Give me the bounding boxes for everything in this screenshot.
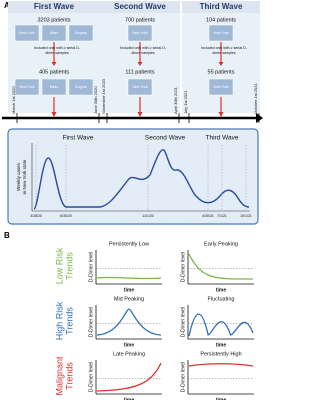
site-map [127,78,153,96]
patients-after: 111 patients [125,69,154,75]
site-name: New York [132,31,147,35]
x-axis-label: time [124,287,135,293]
date-label: July 1st 2021 [183,90,188,114]
wave-label: Third Wave [206,135,239,142]
group-label: Trends [64,252,74,280]
cases-box [7,128,259,225]
x-tick-label: 11/1/20 [142,214,153,218]
x-tick-label: 3/28/20 [30,214,42,218]
group-label: Low Risk [54,247,64,284]
arrow-head [137,112,143,117]
wave-title: Third Wave [200,2,243,11]
y-axis-label: in New York state [22,159,27,194]
wave-header [182,1,260,13]
arrow-head [137,62,143,66]
wave-label: First Wave [63,135,94,142]
x-tick-label: 4/30/21 [202,214,214,218]
panel-label: B [4,231,10,240]
inclusion-note: dimer samples [212,51,236,55]
arrow-head [51,62,57,66]
plot-title: Persistently Low [109,241,149,247]
date-label: November 1st 2020 [101,78,106,114]
wave-header [100,1,180,13]
trend-curve [96,362,162,392]
site-name: Bogota [75,31,86,35]
cases-curve [33,149,250,210]
trend-curve [96,276,162,280]
inclusion-note: Included only with ≥ serial D- [34,46,81,50]
wave-label: Second Wave [145,135,186,142]
site-map [14,78,40,96]
y-axis-label: D-Dimer level [180,252,186,282]
trend-curve [188,253,254,280]
patients-before: 104 patients [206,17,236,23]
site-map [208,24,234,42]
inclusion-note: Included only with ≥ serial D- [120,46,167,50]
patients-after: 55 patients [208,69,235,75]
patients-before: 700 patients [125,17,155,23]
arrow-head [218,112,224,117]
site-name: Bogota [75,85,86,89]
trend-curve [188,363,254,367]
plot-title: Early Peaking [204,241,238,247]
plot-title: Fluctuating [208,296,235,302]
y-axis-label: D-Dimer level [88,252,94,282]
site-name: Milan [50,85,59,89]
panel-label: A [4,1,10,10]
y-axis-label: Weekly cases [16,162,21,190]
date-label: March 1st 2020 [11,86,16,114]
figure: A B First Wave 3203 patients New York Milan… [2,1,263,400]
x-axis-label: time [216,287,227,293]
site-map [68,24,94,42]
date-label: October 1st 2021 [253,83,258,114]
x-tick-label: 6/30/20 [60,214,72,218]
site-name: New York [213,85,228,89]
group-label: Trends [64,307,74,335]
wave-title: First Wave [34,2,75,11]
trend-curve [188,313,254,337]
x-axis-label: time [124,342,135,348]
site-name: New York [132,85,147,89]
y-axis-label: D-Dimer level [88,362,94,392]
site-name: New York [19,31,34,35]
patients-before: 3203 patients [37,17,70,23]
inclusion-note: Included only with ≥ serial D- [201,46,248,50]
wave-header [8,1,100,13]
group-label: Trends [64,362,74,390]
plot-title: Persistently High [200,351,241,357]
y-axis-label: D-Dimer level [180,362,186,392]
x-axis-label: time [124,397,135,400]
date-label: April 30th 2021 [173,86,178,114]
x-axis-label: time [216,397,227,400]
arrow-head [218,62,224,66]
trend-curve [96,308,162,336]
x-axis-label: time [216,342,227,348]
group-label: High Risk [54,301,64,340]
wave-title: Second Wave [114,2,166,11]
inclusion-note: dimer samples [131,51,155,55]
site-map [68,78,94,96]
timeline-arrow [256,113,263,123]
y-axis-label: D-Dimer level [88,307,94,337]
inclusion-note: dimer samples [45,51,69,55]
site-map [127,24,153,42]
patients-after: 405 patients [39,69,69,75]
x-tick-label: 7/1/21 [217,214,227,218]
site-map [208,78,234,96]
plot-title: Mid Peaking [114,296,144,302]
site-map [41,24,67,42]
y-axis-label: D-Dimer level [180,307,186,337]
group-label: Malignant [54,356,64,396]
x-tick-label: 10/1/21 [240,214,252,218]
date-label: June 30th 2020 [93,86,98,114]
site-name: New York [213,31,228,35]
plot-title: Late Peaking [113,351,145,357]
site-map [14,24,40,42]
site-map [41,78,67,96]
site-name: Milan [50,31,59,35]
arrow-head [51,112,57,117]
site-name: New York [19,85,34,89]
